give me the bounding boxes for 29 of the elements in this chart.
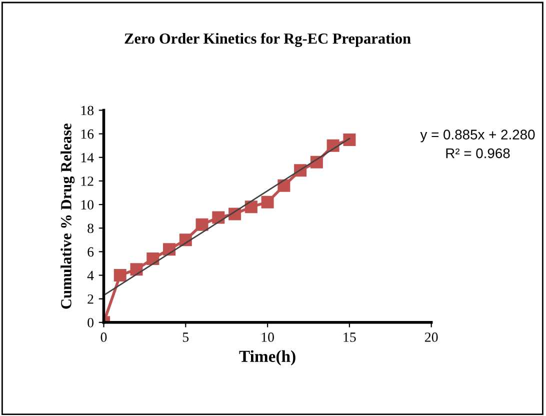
x-tick-label: 5 bbox=[182, 332, 189, 342]
annotation: y = 0.885x + 2.280 bbox=[420, 130, 535, 142]
y-tick-label: 12 bbox=[81, 176, 94, 186]
y-tick-label: 0 bbox=[88, 318, 94, 328]
point bbox=[114, 269, 126, 282]
point bbox=[343, 133, 356, 146]
y-tick-label: 2 bbox=[88, 294, 94, 304]
x-tick-label: 10 bbox=[262, 332, 274, 342]
point bbox=[278, 179, 290, 192]
y-tick-label: 10 bbox=[81, 200, 94, 210]
y-tick-label: 4 bbox=[87, 270, 94, 280]
x-axis-title: Time(h) bbox=[239, 350, 296, 366]
y-tick-label: 6 bbox=[88, 247, 94, 257]
y-tick-label: 14 bbox=[81, 153, 94, 162]
point bbox=[130, 263, 143, 276]
chart-title: Zero Order Kinetics for Rg-EC Preparation bbox=[124, 32, 411, 47]
point bbox=[196, 218, 208, 231]
text: R² = 0.968 bbox=[446, 148, 510, 158]
x-tick-label: 0 bbox=[100, 332, 107, 342]
x-tick-label: 15 bbox=[344, 332, 356, 342]
y-tick-label: 8 bbox=[88, 224, 94, 234]
point bbox=[261, 196, 274, 208]
point bbox=[146, 252, 160, 265]
y-tick-label: 18 bbox=[81, 106, 94, 116]
point bbox=[212, 211, 225, 224]
y-tick-label: 16 bbox=[81, 129, 94, 139]
point bbox=[244, 200, 258, 214]
y-axis-title: Cumulative % Drug Release bbox=[60, 124, 75, 309]
x-tick-label: 20 bbox=[425, 332, 438, 342]
